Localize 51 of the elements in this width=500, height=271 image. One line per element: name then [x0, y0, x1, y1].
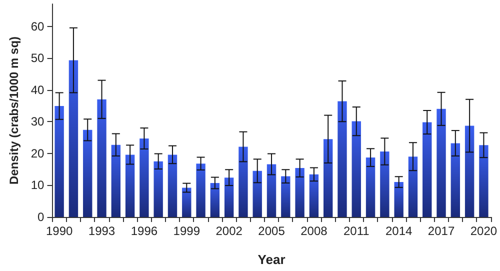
x-tick-label: 2008 — [300, 224, 328, 238]
bar — [380, 152, 390, 217]
bar — [111, 144, 121, 217]
bar — [210, 182, 220, 217]
x-tick-label: 1993 — [88, 224, 116, 238]
bar — [54, 106, 64, 217]
x-axis-title: Year — [258, 252, 286, 267]
y-tick-label: 20 — [30, 146, 45, 160]
x-tick-label: 1999 — [173, 224, 200, 238]
bar — [422, 122, 432, 217]
bar — [408, 156, 418, 217]
bar — [83, 130, 92, 217]
x-tick-label: 2020 — [470, 224, 498, 238]
bar — [154, 161, 163, 217]
x-tick-label: 2011 — [343, 224, 370, 238]
bar — [309, 174, 319, 217]
y-tick-label: 10 — [30, 178, 45, 192]
x-tick-label: 2014 — [385, 224, 412, 238]
y-tick-label: 0 — [38, 210, 45, 224]
bar — [238, 146, 248, 217]
y-tick-label: 40 — [30, 82, 45, 97]
bar — [479, 145, 488, 217]
bar — [125, 154, 135, 217]
bar — [140, 138, 149, 217]
bar — [366, 158, 376, 217]
bar — [266, 164, 276, 217]
y-tick-label: 30 — [30, 114, 45, 129]
x-tick-label: 2002 — [216, 224, 243, 238]
y-tick-label: 60 — [30, 19, 45, 34]
bar — [338, 101, 347, 217]
bar — [252, 170, 262, 217]
bar — [324, 139, 333, 217]
bar — [450, 143, 460, 217]
y-axis-title: Density (crabs/1000 m sq) — [7, 36, 21, 185]
bar — [182, 188, 192, 217]
x-tick-label: 2017 — [428, 224, 455, 238]
y-tick-label: 50 — [30, 51, 45, 66]
bar — [295, 168, 304, 217]
bar — [168, 154, 178, 217]
bar — [196, 164, 206, 217]
bar — [281, 176, 290, 217]
bar — [464, 126, 474, 217]
bar — [97, 99, 106, 217]
bar — [436, 108, 446, 217]
bar — [352, 121, 361, 217]
bar — [68, 60, 78, 217]
bar — [224, 178, 234, 217]
x-tick-label: 1990 — [46, 224, 73, 238]
x-tick-label: 1996 — [130, 224, 158, 238]
x-tick-label: 2005 — [258, 224, 286, 238]
bar — [394, 182, 404, 217]
